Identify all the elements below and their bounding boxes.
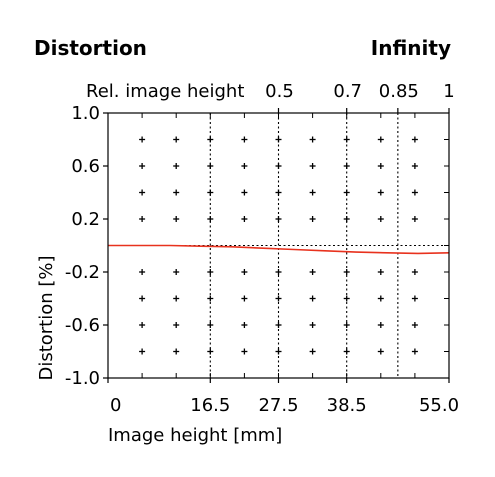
x-tick-label: 55.0 — [419, 395, 459, 416]
plus-mark — [343, 295, 350, 302]
plus-mark — [377, 163, 384, 169]
plus-mark — [139, 216, 146, 222]
plus-mark — [309, 322, 316, 328]
plus-mark — [275, 216, 282, 222]
plus-mark — [207, 269, 214, 275]
plus-mark — [275, 189, 282, 196]
plus-mark — [173, 295, 180, 302]
plus-mark — [275, 295, 282, 302]
plus-mark — [275, 269, 282, 275]
plus-mark — [173, 163, 180, 169]
y-tick-label: 0.6 — [71, 156, 100, 177]
plus-mark — [241, 322, 248, 328]
y-tick-label: -0.6 — [65, 315, 100, 336]
grid-layer — [108, 113, 449, 378]
plus-mark — [207, 295, 214, 302]
plus-mark — [309, 295, 316, 302]
plus-mark — [343, 163, 350, 169]
axis-ticks-layer: 1.0 0.6 0.2 -0.2 -0.6 -1.0 0 16.5 27.5 38.5 55.0 0.… — [65, 81, 459, 416]
plus-mark — [139, 348, 146, 355]
plus-mark — [411, 163, 418, 169]
plus-mark — [309, 216, 316, 222]
top-axis-tick-label: 1 — [443, 81, 454, 102]
plus-mark — [377, 348, 384, 355]
x-tick-label: 27.5 — [258, 395, 298, 416]
top-axis-tick-label: 0.85 — [379, 81, 419, 102]
x-tick-label: 0 — [110, 395, 121, 416]
plus-mark — [241, 295, 248, 302]
plus-mark — [241, 269, 248, 275]
plus-mark — [173, 348, 180, 355]
plus-mark — [343, 348, 350, 355]
plus-mark — [207, 348, 214, 355]
y-tick-label: -0.2 — [65, 262, 100, 283]
plus-mark — [207, 136, 214, 143]
plus-mark — [139, 163, 146, 169]
plus-mark — [275, 348, 282, 355]
axis-labels-layer: Rel. image height Image height [mm] Dist… — [36, 81, 282, 446]
plus-mark — [139, 295, 146, 302]
plus-mark — [173, 322, 180, 328]
plus-mark — [377, 269, 384, 275]
plus-mark — [207, 189, 214, 196]
x-tick-label: 38.5 — [327, 395, 367, 416]
y-tick-label: 1.0 — [71, 103, 100, 124]
plus-mark — [377, 136, 384, 143]
plus-mark — [139, 269, 146, 275]
plus-mark — [309, 136, 316, 143]
plus-mark — [377, 216, 384, 222]
plus-mark — [411, 295, 418, 302]
series-layer — [108, 244, 450, 255]
plus-mark — [309, 189, 316, 196]
plus-mark — [377, 189, 384, 196]
y-axis-label: Distortion [%] — [36, 255, 57, 380]
plus-mark — [411, 216, 418, 222]
top-axis-tick-label: 0.7 — [333, 81, 362, 102]
plus-mark — [377, 322, 384, 328]
y-tick-label: 0.2 — [71, 209, 100, 230]
plus-mark — [241, 136, 248, 143]
plus-marks-layer — [139, 136, 418, 355]
plus-mark — [343, 189, 350, 196]
plus-mark — [343, 269, 350, 275]
x-tick-label: 16.5 — [190, 395, 230, 416]
plus-mark — [343, 216, 350, 222]
plus-mark — [139, 322, 146, 328]
plus-mark — [411, 136, 418, 143]
plus-mark — [207, 216, 214, 222]
plus-mark — [309, 269, 316, 275]
plus-mark — [275, 322, 282, 328]
plus-mark — [207, 322, 214, 328]
y-tick-label: -1.0 — [65, 368, 100, 389]
plus-mark — [241, 163, 248, 169]
plus-mark — [411, 189, 418, 196]
plus-mark — [207, 163, 214, 169]
plus-mark — [241, 189, 248, 196]
plus-mark — [309, 348, 316, 355]
plus-mark — [173, 136, 180, 143]
plus-mark — [173, 269, 180, 275]
plus-mark — [173, 189, 180, 196]
plus-mark — [309, 163, 316, 169]
chart-subtitle: Infinity — [370, 36, 451, 60]
x-axis-label: Image height [mm] — [108, 425, 282, 446]
plus-mark — [411, 322, 418, 328]
top-axis-tick-label: 0.5 — [265, 81, 294, 102]
chart-title: Distortion — [34, 36, 147, 60]
plus-mark — [275, 136, 282, 143]
plus-mark — [343, 136, 350, 143]
plus-mark — [173, 216, 180, 222]
plus-mark — [411, 348, 418, 355]
plus-mark — [241, 216, 248, 222]
plus-mark — [411, 269, 418, 275]
plus-mark — [139, 136, 146, 143]
plus-mark — [377, 295, 384, 302]
plus-mark — [275, 163, 282, 169]
plus-mark — [343, 322, 350, 328]
top-axis-label: Rel. image height — [86, 81, 244, 102]
plus-mark — [241, 348, 248, 355]
distortion-series-line — [108, 244, 450, 255]
plus-mark — [139, 189, 146, 196]
